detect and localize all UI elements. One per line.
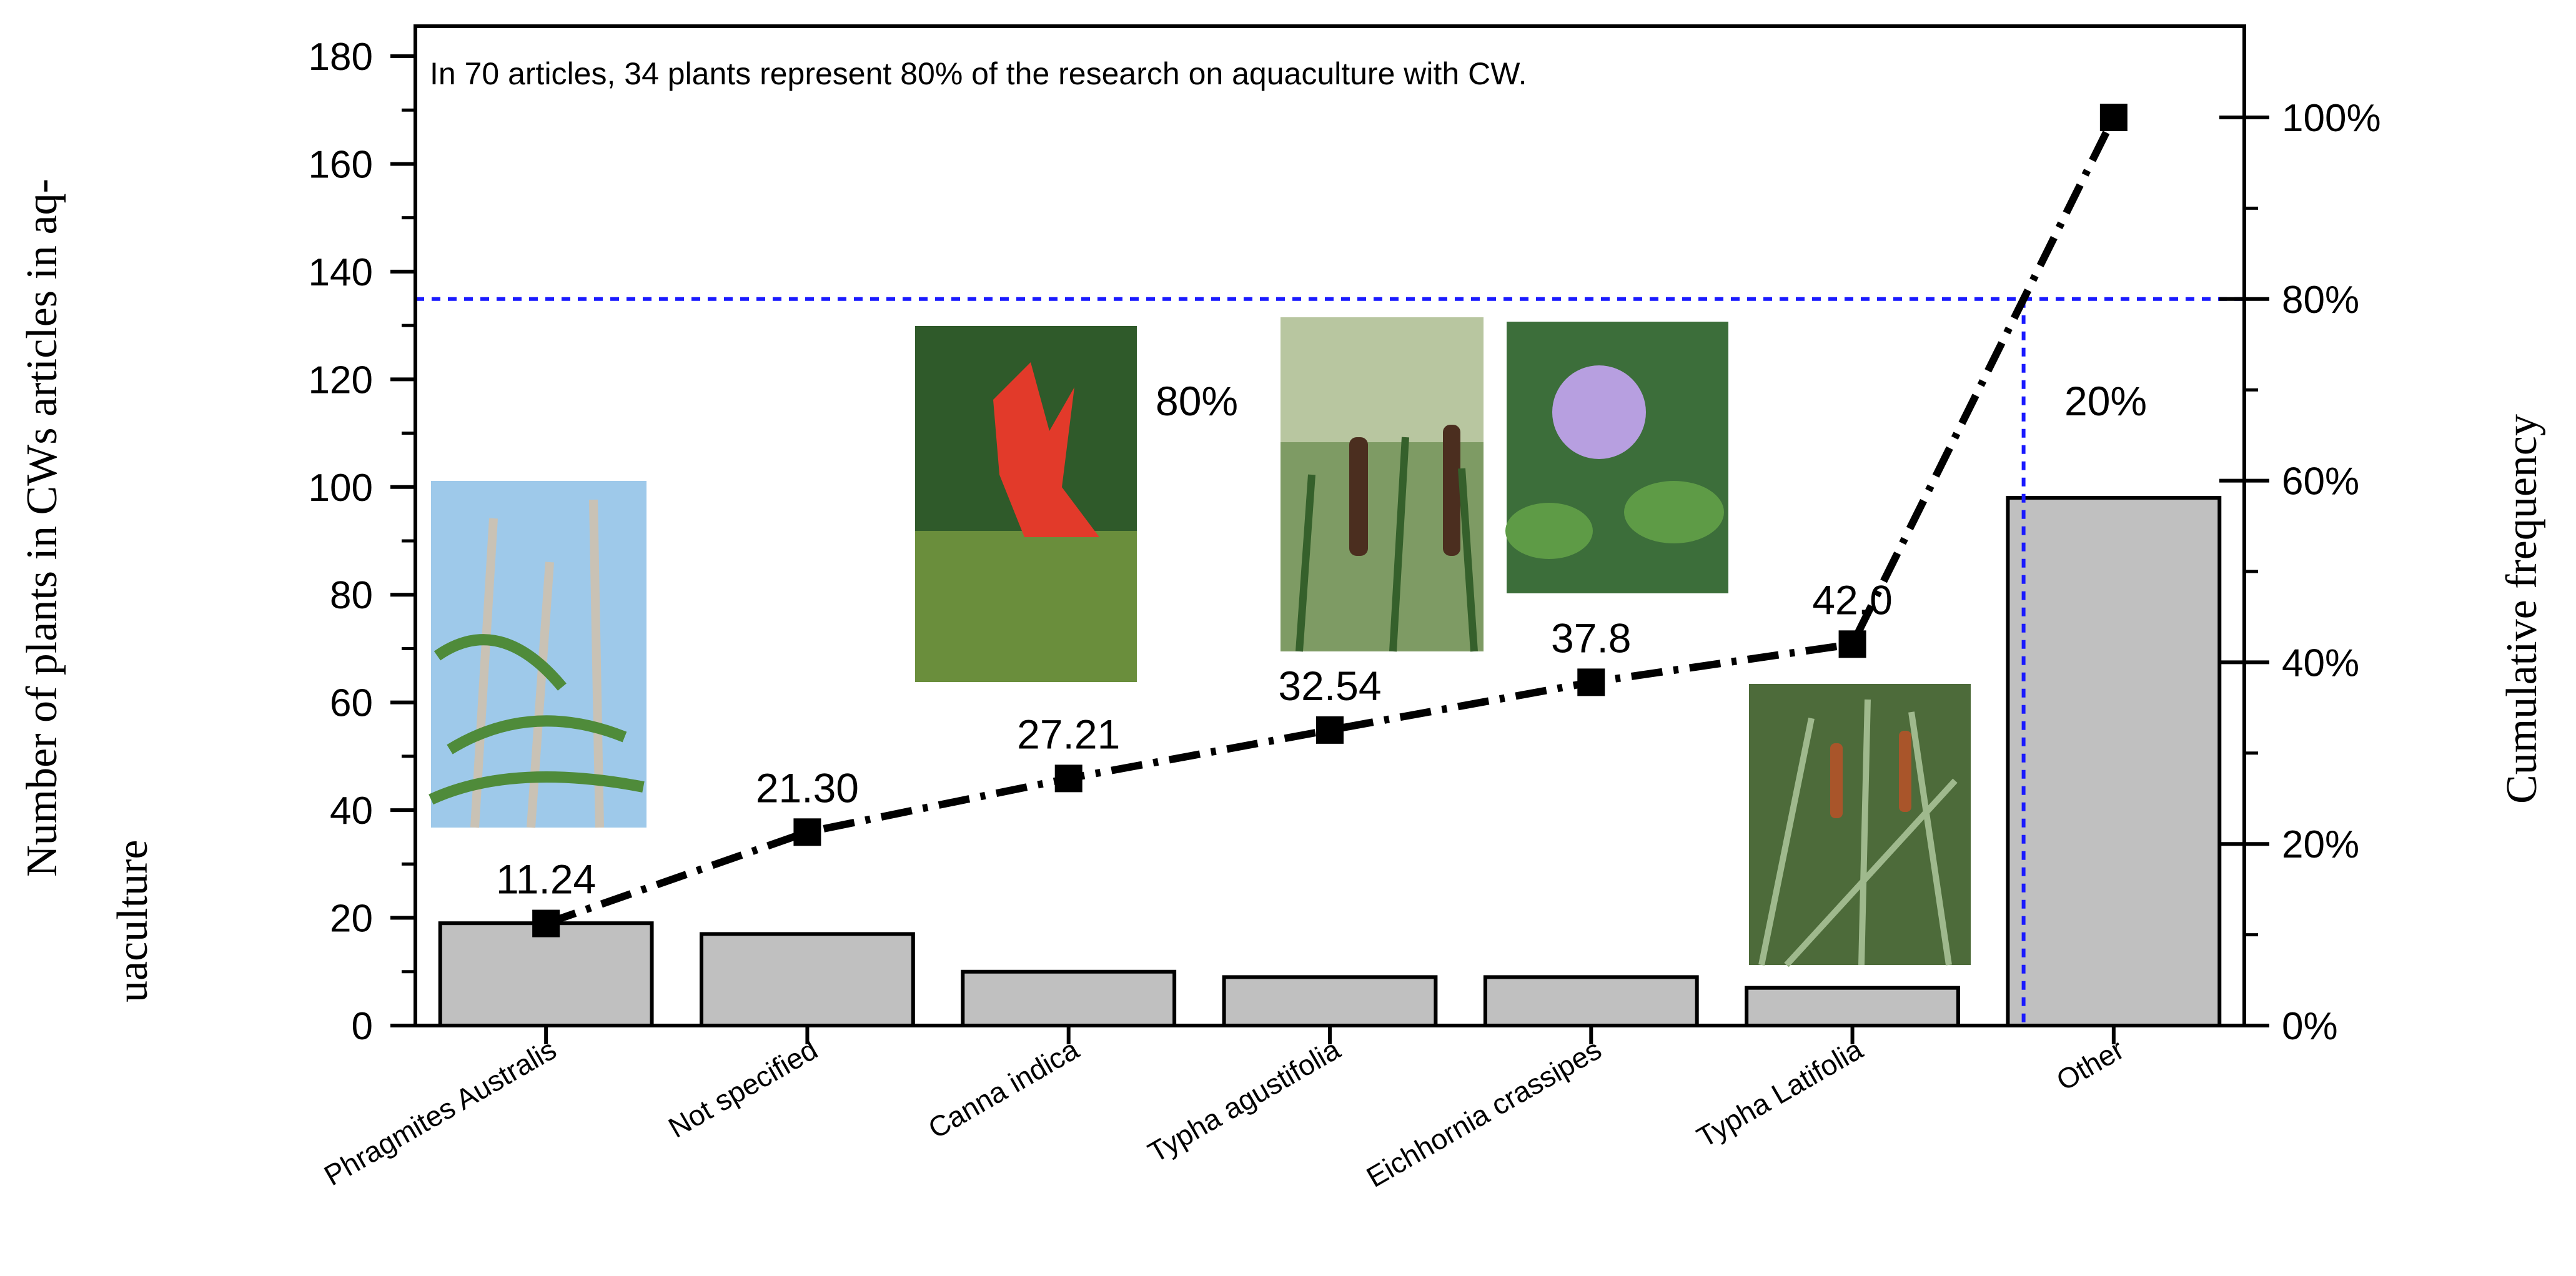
y-axis-title-line1: Number of plants in CWs articles in aq- [18, 179, 66, 877]
y-tick-label: 60 [330, 682, 373, 725]
phragmites-photo [429, 481, 646, 828]
cumulative-value-label: 42.0 [1812, 576, 1892, 623]
y2-tick-label: 20% [2282, 823, 2359, 866]
y-tick-label: 160 [309, 143, 373, 186]
typha-latifolia-photo [1749, 684, 1971, 967]
cumulative-value-label: 21.30 [756, 764, 859, 811]
cumulative-value-label: 27.21 [1017, 711, 1120, 757]
y-axis-ticks: 0 20 40 60 80 100 120 140 160 180 [309, 36, 415, 1048]
cumulative-point [1054, 764, 1082, 793]
cumulative-point [1316, 716, 1344, 744]
cumulative-markers [532, 104, 2128, 937]
cumulative-point [2099, 104, 2128, 131]
eichhornia-photo [1505, 322, 1728, 593]
cumulative-value-label: 32.54 [1278, 663, 1381, 709]
left-region-label: 80% [1156, 378, 1238, 424]
bar [1745, 986, 1960, 1027]
typha-photo [1281, 317, 1484, 652]
y-axis-title-line2: uaculture [109, 840, 157, 1002]
bar [700, 932, 915, 1028]
cumulative-point [1838, 630, 1866, 658]
y2-tick-label: 40% [2282, 641, 2359, 685]
y-tick-label: 180 [309, 36, 373, 79]
bar [1483, 975, 1699, 1028]
cumulative-point [532, 909, 560, 937]
y-tick-label: 100 [309, 467, 373, 510]
y-tick-label: 40 [330, 789, 373, 833]
y2-tick-label: 0% [2282, 1005, 2338, 1048]
y2-tick-label: 100% [2282, 97, 2381, 140]
cumulative-point [793, 818, 821, 846]
y2-tick-label: 60% [2282, 460, 2359, 503]
cumulative-point [1577, 668, 1605, 696]
y-tick-label: 120 [309, 359, 373, 402]
plant-photos [429, 317, 1971, 967]
bar-series [438, 496, 2222, 1028]
y2-tick-label: 80% [2282, 279, 2359, 322]
chart-annotation: In 70 articles, 34 plants represent 80% … [430, 56, 1527, 91]
bar [961, 969, 1177, 1028]
bar [2006, 496, 2222, 1027]
y2-axis-title: Cumulative frequency [2498, 414, 2546, 804]
cumulative-value-label: 11.24 [496, 856, 596, 903]
y-tick-label: 80 [330, 574, 373, 617]
y2-axis-ticks: 0% 20% 40% 60% 80% 100% [2219, 97, 2381, 1048]
right-region-label: 20% [2064, 378, 2147, 424]
y-tick-label: 140 [309, 251, 373, 294]
bar [1222, 975, 1438, 1028]
cumulative-labels: 11.24 21.30 27.21 32.54 37.8 42.0 [496, 576, 1893, 902]
bar [438, 921, 654, 1027]
y-tick-label: 20 [330, 898, 373, 941]
cumulative-value-label: 37.8 [1551, 615, 1631, 661]
y-tick-label: 0 [352, 1005, 373, 1048]
canna-photo [915, 326, 1137, 682]
